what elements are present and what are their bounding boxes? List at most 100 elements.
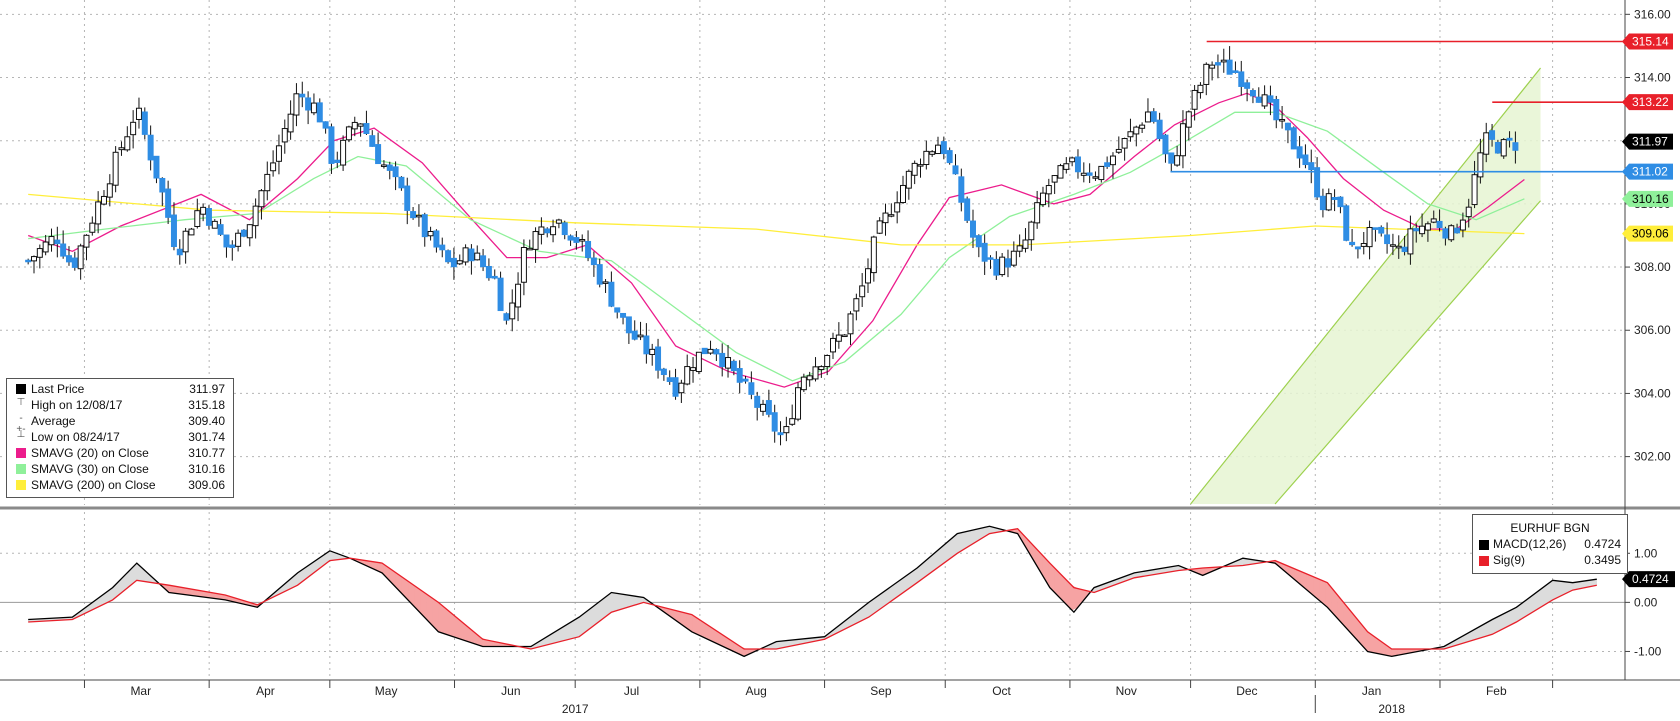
candle-body [1389,244,1396,247]
legend-label: MACD(12,26) [1493,537,1567,551]
legend-swatch [16,448,26,458]
candle-body [217,224,224,235]
candle-body [923,150,930,166]
candle-body [573,237,580,243]
candle-body [351,121,358,130]
candle-body [1249,90,1256,97]
candle-body [54,239,61,245]
candle-body [77,245,84,270]
candle-body [386,164,393,171]
candle-body [795,387,802,420]
macd-y-tick-label: -1.00 [1634,644,1662,658]
candle-body [1494,141,1501,154]
candle-body [462,247,469,263]
macd-fill [619,593,626,611]
candle-body [1220,59,1227,63]
candle-body [608,281,615,307]
candle-body [340,139,347,166]
x-month-label: Mar [130,684,151,698]
candle-body [252,205,259,227]
candle-body [690,367,697,371]
x-month-label: Apr [256,684,275,698]
candle-body [427,230,434,237]
candle-body [480,255,487,268]
candle-body [1185,111,1192,128]
candle-body [130,121,137,136]
legend-value: 0.3495 [1584,553,1621,567]
candle-body [1325,193,1332,211]
candle-body [334,159,341,163]
legend-value: 315.18 [188,398,225,412]
candle-body [754,395,761,408]
value-tag-text: 309.06 [1632,227,1669,241]
candle-body [1419,225,1426,235]
candle-body [235,232,242,247]
candle-body [1191,89,1198,110]
candle-body [240,229,247,237]
candle-body [888,214,895,217]
ma-line-30 [28,111,1525,382]
candle-body [1512,142,1519,151]
candle-body [1074,156,1081,173]
candle-body [853,298,860,312]
candle-body [567,235,574,241]
candle-body [1209,64,1216,69]
candle-body [637,334,644,338]
value-tag-text: 311.97 [1632,135,1668,149]
candle-body [602,281,609,284]
macd-legend: EURHUF BGN MACD(12,26) 0.4724 Sig(9) 0.3495 [1472,514,1628,574]
x-month-label: Dec [1236,684,1257,698]
x-month-label: Jun [501,684,520,698]
candle-body [999,256,1006,276]
candle-body [876,220,883,234]
candle-body [305,97,312,111]
candle-body [1337,196,1344,208]
legend-row: ⊥ Low on 08/24/17 301.74 [7,429,233,445]
price-legend: Last Price 311.97 ⊤ High on 12/08/17 315.18-… [6,378,234,498]
candle-body [894,202,901,213]
candle-body [380,164,387,167]
candle-body [725,357,732,369]
candle-body [71,257,78,268]
macd-value-tag: 0.4724 [1622,571,1675,588]
candle-body [1401,246,1408,253]
candle-body [112,151,119,186]
candle-body [421,214,428,238]
candle-body [1022,239,1029,249]
legend-marker-icon: ⊥ [16,429,26,440]
candle-body [1010,250,1017,266]
y-tick-label: 302.00 [1634,450,1671,464]
candle-body [1244,82,1251,89]
candle-body [835,334,842,342]
value-tag-text: 310.16 [1632,192,1669,206]
candle-body [1238,71,1245,87]
candle-body [153,155,160,179]
candle-body [911,162,918,176]
candle-body [596,264,603,285]
candle-body [485,265,492,279]
candle-body [1232,70,1239,74]
candle-body [590,257,597,266]
candle-body [672,377,679,397]
candle-body [100,195,107,205]
x-month-label: Sep [870,684,892,698]
value-tag: 309.06 [1622,225,1673,242]
candle-body [1360,243,1367,247]
candle-body [270,162,277,172]
candle-body [60,243,67,257]
candle-body [1226,59,1233,75]
value-tag: 310.16 [1622,190,1673,207]
legend-label: Last Price [31,382,85,396]
candle-body [1086,172,1093,176]
candle-body [1477,152,1484,178]
legend-label: Low on 08/24/17 [31,430,120,444]
y-tick-label: 306.00 [1634,323,1671,337]
candle-body [1168,152,1175,164]
value-tag-text: 0.4724 [1632,572,1669,586]
candle-body [841,334,848,338]
candle-body [1384,234,1391,245]
candle-body [415,214,422,218]
candles [25,46,1519,446]
candle-body [30,256,37,262]
macd-fill [1071,585,1079,611]
